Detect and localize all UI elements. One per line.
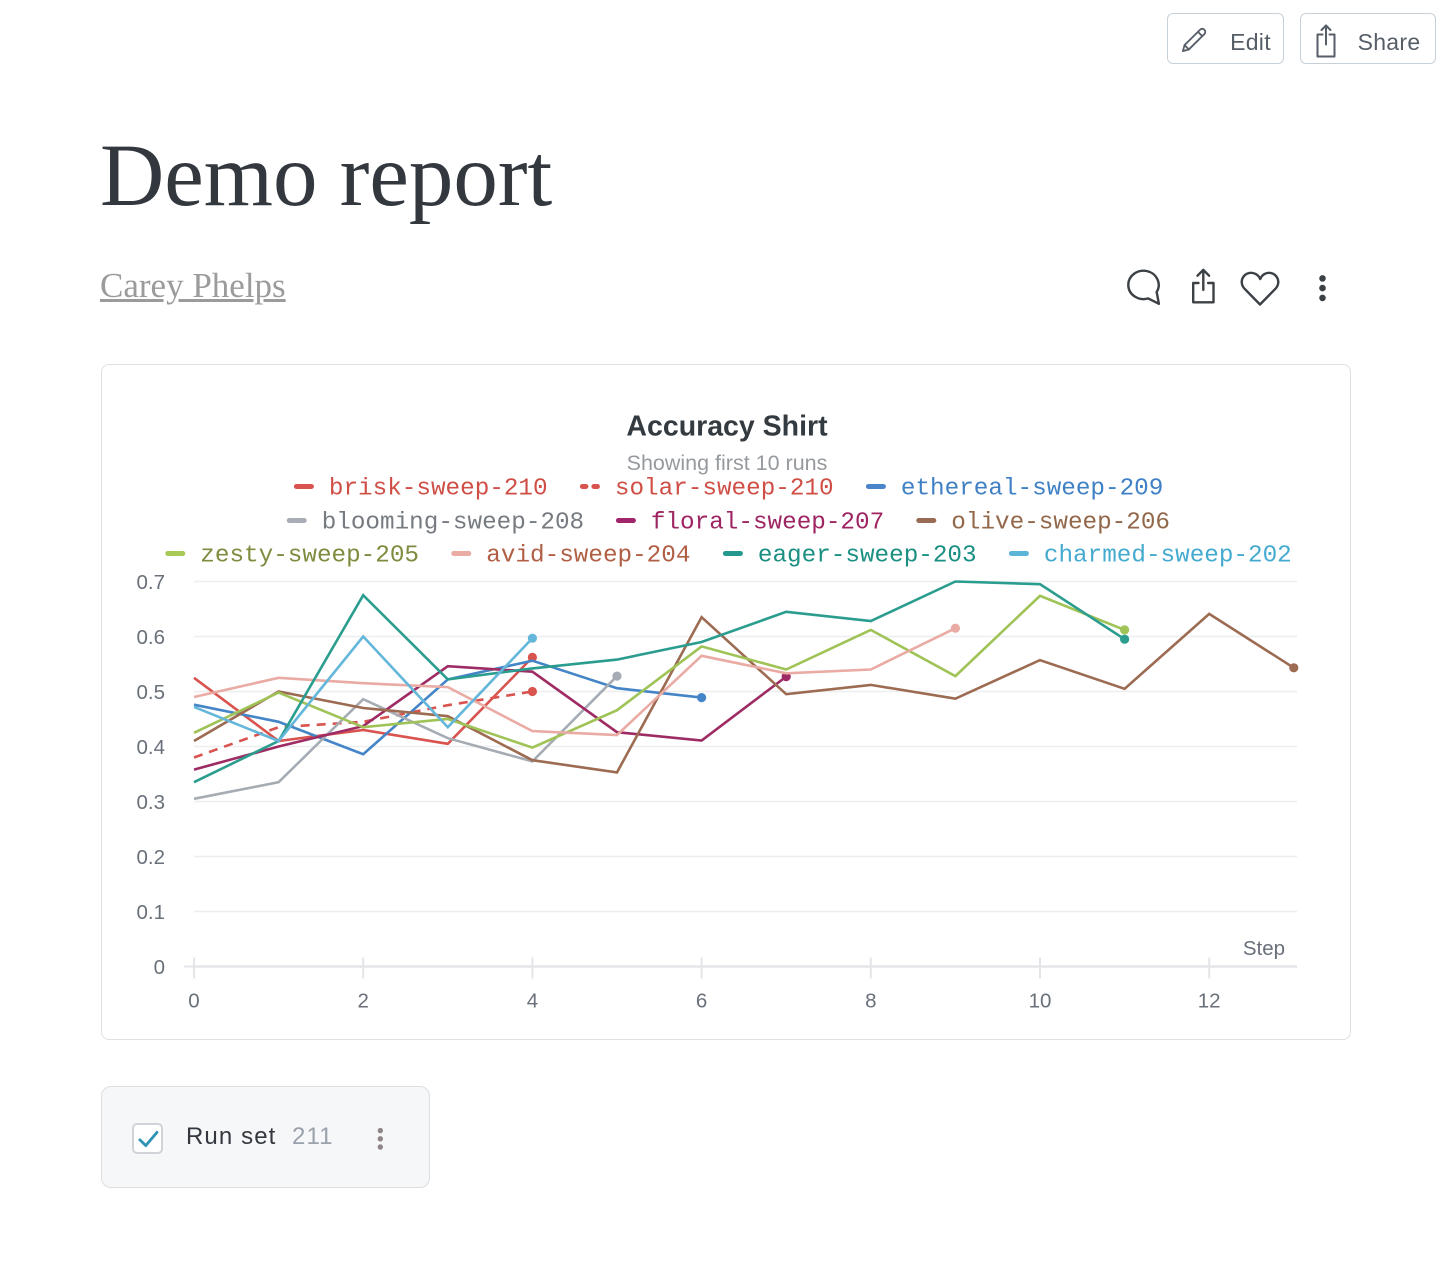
svg-text:0.3: 0.3 [137,791,166,814]
svg-text:0: 0 [188,990,199,1013]
svg-text:4: 4 [527,990,538,1013]
svg-text:0.5: 0.5 [137,681,166,704]
svg-text:0.4: 0.4 [137,736,166,759]
svg-text:avid-sweep-204: avid-sweep-204 [486,543,690,570]
svg-text:10: 10 [1029,990,1052,1013]
svg-text:ethereal-sweep-209: ethereal-sweep-209 [901,476,1163,503]
svg-text:blooming-sweep-208: blooming-sweep-208 [322,510,584,537]
svg-text:6: 6 [696,990,707,1013]
svg-text:brisk-sweep-210: brisk-sweep-210 [329,476,548,503]
svg-text:Step: Step [1243,937,1285,960]
svg-text:zesty-sweep-205: zesty-sweep-205 [200,543,419,570]
svg-text:0.6: 0.6 [137,626,166,649]
svg-text:0: 0 [154,956,165,979]
svg-text:2: 2 [357,990,368,1013]
svg-text:olive-sweep-206: olive-sweep-206 [951,510,1170,537]
svg-text:Accuracy Shirt: Accuracy Shirt [626,411,828,443]
svg-text:12: 12 [1198,990,1221,1013]
svg-text:Showing first 10 runs: Showing first 10 runs [627,451,828,475]
svg-text:0.1: 0.1 [137,901,166,924]
svg-text:0.7: 0.7 [137,571,166,594]
svg-text:eager-sweep-203: eager-sweep-203 [758,543,977,570]
svg-text:0.2: 0.2 [137,846,166,869]
svg-text:floral-sweep-207: floral-sweep-207 [651,510,884,537]
svg-text:8: 8 [865,990,876,1013]
svg-text:charmed-sweep-202: charmed-sweep-202 [1044,543,1292,570]
svg-text:solar-sweep-210: solar-sweep-210 [615,476,834,503]
